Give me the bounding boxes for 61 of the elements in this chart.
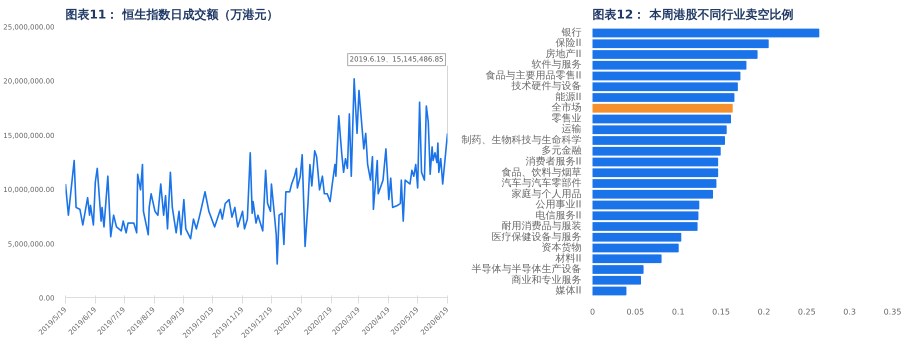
x-tick-label: 0.25 <box>798 308 816 316</box>
bar <box>592 146 721 156</box>
bar <box>592 286 626 296</box>
bar <box>592 158 718 166</box>
bar <box>592 222 698 231</box>
y-tick-label: 公用事业II <box>536 198 582 211</box>
y-tick-label: 软件与服务 <box>532 58 582 71</box>
x-tick-label: 0.2 <box>758 308 770 316</box>
bar <box>592 50 758 59</box>
bar <box>592 244 679 252</box>
y-tick-label: 房地产II <box>546 48 582 60</box>
y-tick-label: 耐用消费品与服装 <box>502 220 582 232</box>
x-tick-label: 0.1 <box>672 308 685 316</box>
line-series <box>66 78 448 265</box>
x-tick-label: 0 <box>590 308 596 316</box>
y-tick-label: 汽车与汽车零部件 <box>502 177 582 190</box>
y-tick-label: 媒体II <box>556 284 582 297</box>
y-tick-label: 食品、饮料与烟草 <box>502 166 582 178</box>
bar <box>592 211 698 220</box>
bar <box>592 82 738 92</box>
y-tick-label: 全市场 <box>552 102 582 114</box>
y-tick-label: 多元金融 <box>542 144 582 157</box>
y-tick-label: 家庭与个人用品 <box>512 188 582 200</box>
bar <box>592 232 682 242</box>
chart-title: 图表12： 本周港股不同行业卖空比例 <box>592 8 794 22</box>
bar <box>592 28 820 38</box>
y-tick-label: 保险II <box>556 37 582 50</box>
bar <box>592 276 641 285</box>
bar <box>592 60 746 70</box>
y-tick-label: 制药、生物科技与生命科学 <box>462 134 582 146</box>
y-tick-label: 技术硬件与设备 <box>510 80 582 92</box>
bar <box>592 179 716 188</box>
y-tick-label: 能源II <box>556 90 582 103</box>
bar <box>592 114 731 124</box>
x-tick-label: 0.35 <box>884 308 902 316</box>
bar <box>592 125 727 134</box>
bar <box>592 200 700 210</box>
bar <box>592 104 733 113</box>
bar <box>592 93 734 102</box>
y-tick-label: 零售业 <box>552 112 582 124</box>
y-tick-label: 运输 <box>562 123 582 136</box>
bar <box>592 39 769 48</box>
chart-title: 图表11： 恒生指数日成交额（万港元） <box>66 8 278 22</box>
y-tick-label: 电信服务II <box>536 209 582 222</box>
y-tick-label: 医疗保健设备与服务 <box>492 230 582 243</box>
x-tick-label: 0.3 <box>843 308 856 316</box>
bar <box>592 136 725 145</box>
y-tick-label: 资本货物 <box>542 242 582 254</box>
bar <box>592 190 713 199</box>
y-tick-label: 商业和专业服务 <box>512 274 582 286</box>
y-tick-label: 半导体与半导体生产设备 <box>472 263 582 276</box>
y-tick-label: 银行 <box>560 27 582 38</box>
bar <box>592 168 718 178</box>
y-tick-label: 材料II <box>554 252 582 264</box>
y-tick-label: 消费者服务II <box>526 156 582 168</box>
bar <box>592 265 644 274</box>
bar <box>592 72 740 80</box>
x-tick-label: 0.05 <box>626 308 644 316</box>
x-tick-label: 0.15 <box>712 308 730 316</box>
bar <box>592 254 662 264</box>
y-tick-label: 食品与主要用品零售II <box>486 69 582 82</box>
